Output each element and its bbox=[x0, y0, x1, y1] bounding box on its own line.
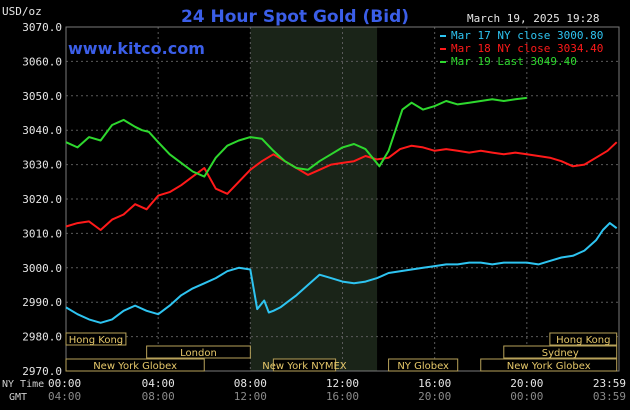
y-tick-label: 3050.0 bbox=[22, 90, 62, 103]
y-tick-label: 3070.0 bbox=[22, 21, 62, 34]
y-tick-label: 3020.0 bbox=[22, 193, 62, 206]
x-tick-label-gmt: 08:00 bbox=[142, 390, 175, 403]
session-bar bbox=[65, 332, 127, 346]
x-tick-label-gmt: 03:59 bbox=[593, 390, 626, 403]
session-bar bbox=[503, 345, 618, 359]
session-label: Hong Kong bbox=[69, 335, 123, 346]
website-label: www.kitco.com bbox=[68, 39, 205, 58]
session-label: New York Globex bbox=[507, 361, 591, 372]
gmt-label: GMT bbox=[9, 392, 27, 403]
x-tick-label-gmt: 20:00 bbox=[418, 390, 451, 403]
y-tick-label: 3010.0 bbox=[22, 227, 62, 240]
y-tick-label: 2980.0 bbox=[22, 331, 62, 344]
x-tick-label-gmt: 16:00 bbox=[326, 390, 359, 403]
y-tick-label: 3030.0 bbox=[22, 159, 62, 172]
ny-time-label: NY Time bbox=[2, 379, 44, 390]
session-label: London bbox=[180, 348, 217, 359]
legend-swatch bbox=[440, 35, 446, 37]
session-label: Hong Kong bbox=[556, 335, 610, 346]
x-tick-label-gmt: 00:00 bbox=[510, 390, 543, 403]
x-tick-label-ny: 20:00 bbox=[510, 377, 543, 390]
session-bar bbox=[272, 358, 337, 372]
session-bar bbox=[549, 332, 618, 346]
x-tick-label-gmt: 12:00 bbox=[234, 390, 267, 403]
session-bar bbox=[65, 358, 205, 372]
session-bar bbox=[388, 358, 459, 372]
legend-swatch bbox=[440, 61, 446, 63]
session-highlight bbox=[250, 27, 378, 371]
session-bar bbox=[146, 345, 251, 359]
session-label: New York Globex bbox=[93, 361, 177, 372]
x-tick-label-ny: 00:00 bbox=[48, 377, 81, 390]
x-tick-label-gmt: 04:00 bbox=[48, 390, 81, 403]
x-tick-label-ny: 16:00 bbox=[418, 377, 451, 390]
y-tick-label: 2990.0 bbox=[22, 296, 62, 309]
x-axis: 00:0004:0004:0008:0008:0012:0012:0016:00… bbox=[48, 377, 626, 403]
x-tick-label-ny: 12:00 bbox=[326, 377, 359, 390]
legend-swatch bbox=[440, 48, 446, 50]
timestamp: March 19, 2025 19:28 bbox=[467, 12, 599, 25]
y-tick-label: 3040.0 bbox=[22, 124, 62, 137]
chart-title: 24 Hour Spot Gold (Bid) bbox=[181, 7, 409, 27]
series-line bbox=[65, 96, 527, 178]
session-label: Sydney bbox=[542, 348, 579, 359]
series-line bbox=[65, 141, 618, 231]
x-tick-label-ny: 23:59 bbox=[593, 377, 626, 390]
y-tick-label: 2970.0 bbox=[22, 365, 62, 378]
legend-entry: Mar 18 NY close 3034.40 bbox=[451, 42, 603, 55]
series-lines bbox=[65, 96, 618, 324]
legend-entry: Mar 17 NY close 3000.80 bbox=[451, 29, 603, 42]
legend-entry: Mar 19 Last 3049.40 bbox=[451, 55, 577, 68]
y-tick-label: 3060.0 bbox=[22, 55, 62, 68]
x-tick-label-ny: 08:00 bbox=[234, 377, 267, 390]
session-label: New York NYMEX bbox=[262, 361, 347, 372]
y-axis: 3070.0 3060.0 3050.0 3040.0 3030.0 3020.0 3010… bbox=[22, 21, 62, 378]
session-bar bbox=[480, 358, 618, 372]
series-line bbox=[65, 222, 618, 324]
x-tick-label-ny: 04:00 bbox=[142, 377, 175, 390]
y-tick-label: 3000.0 bbox=[22, 262, 62, 275]
session-label: NY Globex bbox=[397, 361, 449, 372]
y-axis-label: USD/oz bbox=[2, 5, 42, 18]
plot-frame bbox=[65, 26, 620, 372]
